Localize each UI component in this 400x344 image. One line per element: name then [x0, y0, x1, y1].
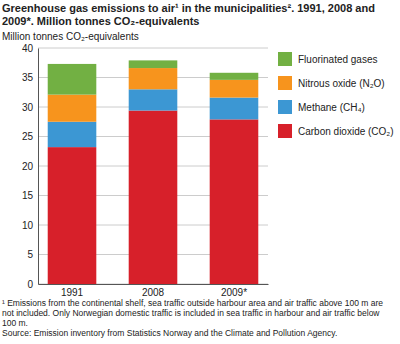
y-tick-label: 30	[22, 102, 34, 113]
legend-label: Methane (CH₄)	[298, 102, 365, 113]
x-tick: 2009*	[221, 284, 247, 298]
y-tick-label: 15	[22, 190, 34, 201]
annotation-line: not included. Only Norwegian domestic tr…	[2, 308, 380, 318]
grid	[38, 48, 268, 284]
legend-swatch	[278, 124, 292, 138]
x-axis-line	[39, 284, 269, 285]
y-tick-label: 40	[22, 43, 34, 54]
y-tick: 10	[22, 220, 38, 231]
y-tick-label: 25	[22, 131, 34, 142]
x-tick: 1991	[61, 284, 84, 298]
y-tick: 20	[22, 161, 38, 172]
series	[48, 60, 259, 94]
bars	[48, 60, 259, 284]
x-tick-label: 1991	[61, 287, 84, 298]
bar-segment	[210, 98, 259, 120]
legend: Fluorinated gases Nitrous oxide (N₂O) Meth…	[278, 52, 394, 138]
annotation: ¹ Emissions from the continental shelf, …	[2, 298, 383, 328]
title: Greenhouse gas emissions to air¹ in the …	[2, 2, 375, 27]
y-tick: 40	[22, 43, 38, 54]
y-tick-label: 0	[27, 279, 33, 290]
series	[48, 111, 259, 284]
title-line: 2009*. Million tonnes CO₂-equivalents	[2, 15, 199, 27]
legend-swatch	[278, 52, 292, 66]
bar-segment	[129, 89, 178, 110]
y-tick-label: 20	[22, 161, 34, 172]
y-tick-label: 10	[22, 220, 34, 231]
y-tick-label: 35	[22, 72, 34, 83]
chart: Greenhouse gas emissions to air¹ in the …	[0, 0, 400, 344]
legend-label: Fluorinated gases	[298, 54, 378, 65]
legend-swatch	[278, 100, 292, 114]
annotation-line: 100 m.	[2, 318, 28, 328]
series	[48, 89, 259, 147]
legend-swatch	[278, 76, 292, 90]
y-axis-line	[38, 49, 39, 285]
x-axis: 1991 2008 2009*	[39, 284, 269, 298]
bar-segment	[48, 147, 97, 284]
y-axis-label: Million tonnes CO₂-equivalents	[2, 31, 139, 42]
y-axis: 0 5 10 15 20 25 30 35 40	[22, 43, 39, 290]
bar-segment	[48, 122, 97, 147]
bar-segment	[210, 119, 259, 284]
bar-segment	[129, 111, 178, 284]
y-tick: 30	[22, 102, 38, 113]
bar-segment	[210, 73, 259, 80]
annotation: Source: Emission inventory from Statisti…	[2, 328, 337, 338]
x-tick-label: 2008	[142, 287, 165, 298]
y-tick: 35	[22, 72, 38, 83]
bar-segment	[210, 80, 259, 98]
bar-segment	[48, 95, 97, 122]
title-line: Greenhouse gas emissions to air¹ in the …	[2, 2, 375, 14]
grid-line	[38, 48, 268, 49]
legend-label: Carbon dioxide (CO₂)	[298, 126, 394, 137]
bar-segment	[48, 64, 97, 95]
y-tick-label: 5	[27, 249, 33, 260]
annotation-line: ¹ Emissions from the continental shelf, …	[2, 298, 383, 308]
y-tick: 25	[22, 131, 38, 142]
y-tick: 0	[27, 279, 38, 290]
bar-segment	[129, 68, 178, 89]
y-tick: 15	[22, 190, 38, 201]
annotation-line: Source: Emission inventory from Statisti…	[2, 328, 337, 338]
x-tick: 2008	[142, 284, 165, 298]
x-tick-label: 2009*	[221, 287, 247, 298]
legend-label: Nitrous oxide (N₂O)	[298, 78, 385, 89]
y-tick: 5	[27, 249, 38, 260]
bar-segment	[129, 60, 178, 68]
